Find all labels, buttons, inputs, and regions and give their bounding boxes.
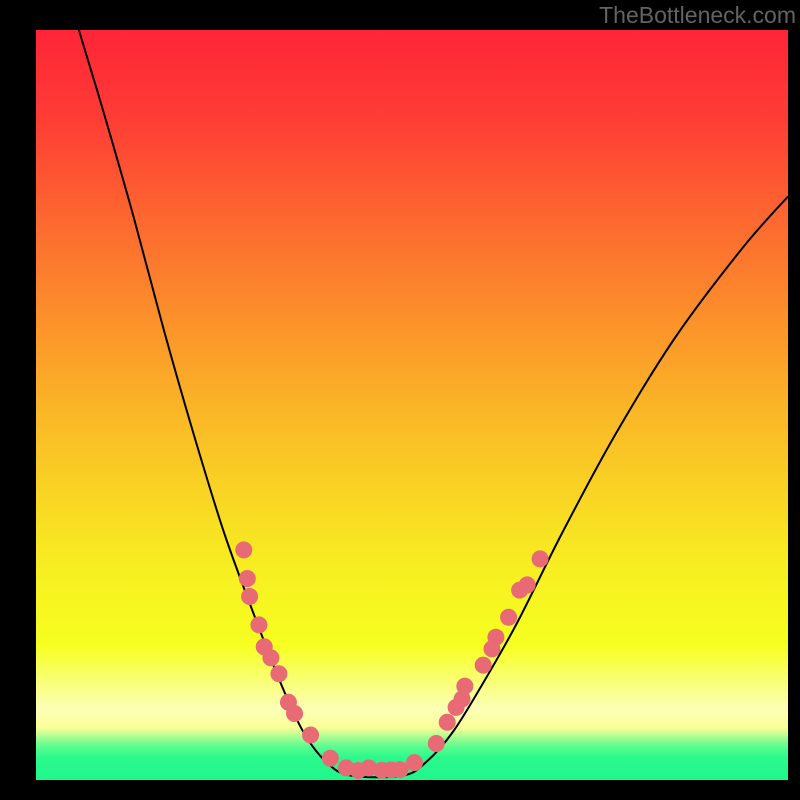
data-marker xyxy=(242,588,258,604)
data-marker xyxy=(322,750,338,766)
data-marker xyxy=(475,657,491,673)
data-marker xyxy=(428,735,444,751)
bottleneck-chart xyxy=(0,0,800,800)
data-marker xyxy=(406,755,422,771)
data-marker xyxy=(501,609,517,625)
data-marker xyxy=(287,706,303,722)
data-marker xyxy=(271,666,287,682)
data-marker xyxy=(488,629,504,645)
data-marker xyxy=(251,617,267,633)
data-marker xyxy=(532,551,548,567)
data-marker xyxy=(457,678,473,694)
watermark-text: TheBottleneck.com xyxy=(599,2,796,29)
data-marker xyxy=(519,577,535,593)
data-marker xyxy=(303,727,319,743)
chart-container: TheBottleneck.com xyxy=(0,0,800,800)
data-marker xyxy=(239,571,255,587)
data-marker xyxy=(236,542,252,558)
data-marker xyxy=(263,650,279,666)
plot-background xyxy=(36,30,788,780)
data-marker xyxy=(439,714,455,730)
data-marker xyxy=(392,762,408,778)
